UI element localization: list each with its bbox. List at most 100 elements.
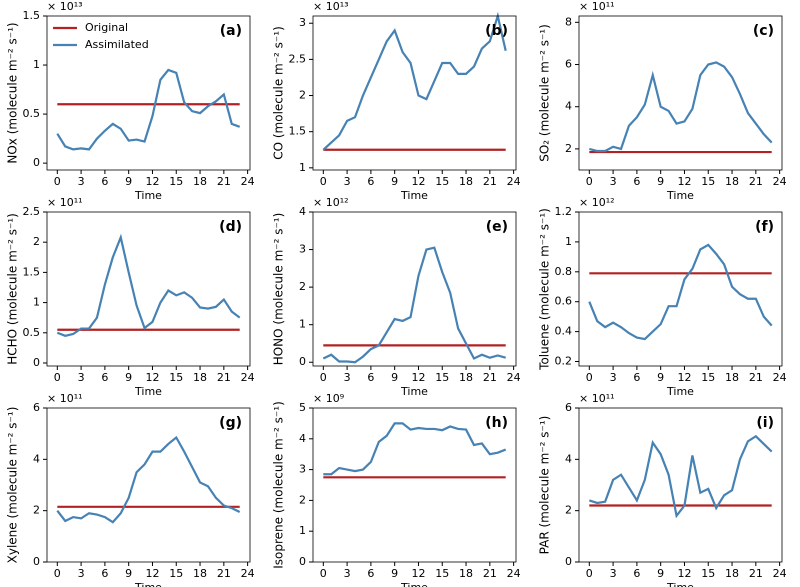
x-axis-label: Time [666,581,694,587]
x-tick-label: 0 [54,567,61,580]
x-tick-label: 9 [125,567,132,580]
offset-text: × 10⁹ [313,392,344,405]
x-tick-label: 0 [54,371,61,384]
y-tick-label: 4 [299,432,306,445]
x-tick-label: 0 [586,567,593,580]
series-line [322,11,507,151]
panel-label: (c) [753,23,774,39]
y-tick-label: 0 [565,555,572,568]
plot-frame [46,211,251,367]
plot-frame [312,15,517,171]
y-tick-label: 3 [299,243,306,256]
x-tick-label: 0 [320,567,327,580]
x-axis-label: Time [400,581,428,587]
x-tick-label: 24 [241,371,255,384]
offset-text: × 10¹¹ [47,196,83,209]
x-tick-label: 24 [507,371,521,384]
x-tick-label: 9 [125,175,132,188]
x-axis-label: Time [134,189,162,202]
y-axis-label: NOx (molecule m⁻² s⁻¹) [6,22,20,163]
y-tick-label: 1 [299,161,306,174]
x-tick-label: 6 [367,175,374,188]
y-axis-label: HCHO (molecule m⁻² s⁻¹) [6,213,20,365]
x-tick-label: 15 [701,175,715,188]
subplot: 0.2 0.4 0.6 0.8 1 1.2 0 3 6 9 12 15 18 21 24 Time Toluen… [538,196,787,398]
y-tick-label: 5 [299,401,306,414]
y-tick-label: 4 [565,452,572,465]
series-line [322,246,506,364]
x-tick-label: 21 [483,567,497,580]
x-tick-label: 3 [610,371,617,384]
x-tick-label: 3 [344,371,351,384]
x-tick-label: 15 [169,371,183,384]
x-tick-label: 3 [610,175,617,188]
subplot: 01234503691215182124TimeIsoprene (molecu… [272,392,521,587]
y-axis-label: PAR (molecule m⁻² s⁻¹) [538,416,552,555]
y-tick-label: 4 [299,205,306,218]
y-tick-label: 2 [299,280,306,293]
x-tick-label: 6 [101,175,108,188]
y-tick-label: 0.4 [555,325,573,338]
x-tick-label: 12 [145,175,159,188]
x-tick-label: 24 [773,371,787,384]
subplot: 0 0.5 1 1.5 2 2.5 0 3 6 9 12 15 18 21 24 Time HCHO (mole… [6,196,255,398]
x-tick-label: 0 [320,371,327,384]
x-axis-label: Time [400,385,428,398]
offset-text: × 10¹³ [47,0,83,13]
y-axis-label: CO (molecule m⁻² s⁻¹) [272,26,286,160]
y-tick-label: 1 [33,296,40,309]
panel-label: (d) [219,219,242,235]
y-tick-label: 1.5 [289,125,307,138]
x-tick-label: 9 [657,567,664,580]
series-line [589,61,773,153]
series-line [588,243,773,341]
x-tick-label: 9 [125,371,132,384]
y-tick-label: 0 [33,156,40,169]
x-tick-label: 9 [391,371,398,384]
x-tick-label: 21 [749,567,763,580]
y-axis-label: Isoprene (molecule m⁻² s⁻¹) [272,401,286,569]
legend-label: Original [85,21,128,34]
x-tick-label: 24 [241,175,255,188]
y-axis-label: SO₂ (molecule m⁻² s⁻¹) [538,24,552,162]
x-tick-label: 12 [677,567,691,580]
x-tick-label: 6 [101,371,108,384]
plot-frame [46,15,251,171]
y-tick-label: 3 [299,463,306,476]
x-tick-label: 6 [367,567,374,580]
y-tick-label: 0 [33,555,40,568]
x-tick-label: 12 [677,175,691,188]
x-tick-label: 18 [193,371,207,384]
panel-label: (e) [486,219,508,235]
y-axis-label: Xylene (molecule m⁻² s⁻¹) [6,407,20,564]
x-tick-label: 12 [145,371,159,384]
y-tick-label: 1 [33,58,40,71]
offset-text: × 10¹¹ [47,392,83,405]
x-tick-label: 15 [701,567,715,580]
x-tick-label: 0 [586,371,593,384]
x-tick-label: 24 [507,567,521,580]
panel-label: (f) [755,219,774,235]
x-axis-label: Time [400,189,428,202]
series-line [323,422,507,476]
y-tick-label: 0.5 [23,107,41,120]
x-tick-label: 18 [725,371,739,384]
x-tick-label: 6 [633,175,640,188]
x-tick-label: 21 [217,567,231,580]
x-tick-label: 9 [657,371,664,384]
y-tick-label: 0.6 [555,295,573,308]
x-tick-label: 24 [773,175,787,188]
x-tick-label: 12 [411,567,425,580]
x-tick-label: 12 [677,371,691,384]
y-tick-label: 2 [299,493,306,506]
y-tick-label: 2 [565,142,572,155]
x-tick-label: 0 [320,175,327,188]
plot-frame [312,211,517,367]
x-tick-label: 21 [483,371,497,384]
x-tick-label: 3 [344,175,351,188]
y-tick-label: 1.5 [23,9,41,22]
y-tick-label: 2 [33,235,40,248]
subplot: 1 1.5 2 2.5 3 0 3 6 9 12 15 18 21 24 Time CO (molecule … [272,0,521,202]
y-tick-label: 1 [299,318,306,331]
